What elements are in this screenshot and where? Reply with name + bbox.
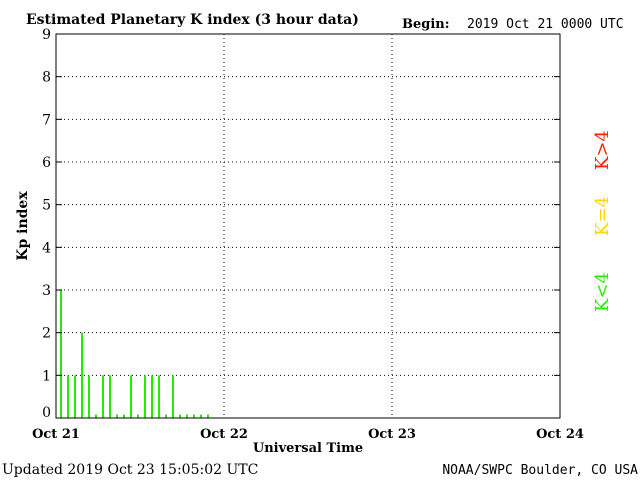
- x-axis-label: Universal Time: [253, 441, 363, 456]
- plot-frame: [55, 33, 561, 419]
- y-tick-label: 4: [42, 240, 51, 256]
- y-tick-label: 7: [42, 112, 51, 128]
- y-axis-ticks: 0 1 2 3 4 5 6 7 8 9: [42, 27, 560, 421]
- y-tick-label: 9: [42, 27, 51, 43]
- y-tick-label: 5: [42, 198, 51, 214]
- legend-item: K=4: [592, 196, 613, 236]
- kp-bar: [158, 375, 160, 418]
- y-tick-label: 2: [42, 326, 51, 342]
- source-text: NOAA/SWPC Boulder, CO USA: [442, 463, 638, 478]
- begin-label: Begin:: [402, 17, 450, 32]
- kp-bar: [102, 375, 104, 418]
- kp-bar: [88, 375, 90, 418]
- updated-text: Updated 2019 Oct 23 15:05:02 UTC: [2, 462, 258, 478]
- bars: [60, 290, 209, 418]
- x-tick-label: Oct 22: [200, 427, 248, 442]
- y-axis-label: Kp index: [15, 191, 31, 261]
- chart-title: Estimated Planetary K index (3 hour data…: [26, 12, 359, 28]
- x-tick-label: Oct 23: [368, 427, 416, 442]
- x-tick-label: Oct 24: [536, 427, 584, 442]
- kp-bar: [60, 290, 62, 418]
- y-tick-label: 0: [42, 405, 51, 421]
- grid-lines: [56, 34, 560, 418]
- kp-bar: [179, 414, 181, 418]
- kp-bar: [151, 375, 153, 418]
- kp-bar: [144, 375, 146, 418]
- kp-bar: [200, 414, 202, 418]
- kp-bar: [116, 414, 118, 418]
- legend-item: K<4: [592, 272, 613, 312]
- legend-item: K>4: [592, 130, 613, 170]
- kp-bar: [74, 375, 76, 418]
- kp-bar: [193, 414, 195, 418]
- kp-bar: [207, 414, 209, 418]
- y-tick-label: 3: [42, 283, 51, 299]
- kp-bar: [186, 414, 188, 418]
- kp-bar: [130, 375, 132, 418]
- x-axis-ticks: Oct 21 Oct 22 Oct 23 Oct 24: [32, 427, 584, 442]
- kp-bar: [109, 375, 111, 418]
- kp-bar: [137, 414, 139, 418]
- begin-value: 2019 Oct 21 0000 UTC: [467, 17, 624, 32]
- kp-bar: [95, 414, 97, 418]
- y-tick-label: 6: [42, 155, 51, 171]
- y-tick-label: 1: [42, 368, 51, 384]
- kp-bar: [81, 332, 83, 418]
- y-tick-label: 8: [42, 70, 51, 86]
- kp-bar: [123, 414, 125, 418]
- kp-bar: [172, 375, 174, 418]
- kp-bar: [165, 414, 167, 418]
- kp-bar: [67, 375, 69, 418]
- legend: K>4 K=4 K<4: [592, 130, 613, 312]
- x-tick-label: Oct 21: [32, 427, 80, 442]
